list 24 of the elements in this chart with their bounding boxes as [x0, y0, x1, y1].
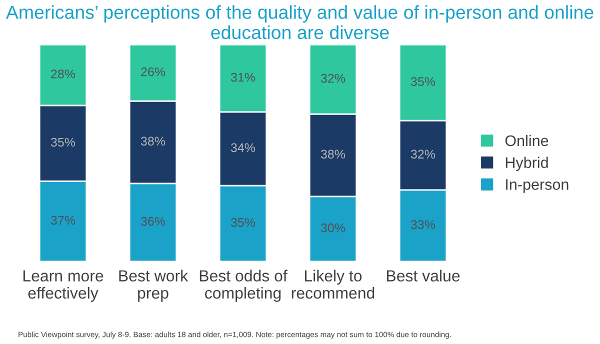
data-label: 35% — [230, 218, 256, 227]
data-label: 31% — [230, 72, 256, 82]
x-tick-label: Learn more effectively — [23, 270, 104, 302]
data-label: 38% — [140, 136, 166, 146]
x-tick-label: Best work prep — [119, 270, 188, 302]
data-label: 37% — [50, 216, 76, 225]
x-tick-label: Likely to recommend — [292, 270, 374, 299]
data-label: 30% — [320, 223, 346, 232]
data-label: 35% — [410, 77, 436, 86]
chart-title: Americans’ perceptions of the quality and value of in-person and online education are diverse — [6, 5, 594, 40]
data-label: 38% — [320, 150, 346, 159]
data-label: 32% — [320, 74, 346, 83]
data-label: 35% — [50, 138, 76, 147]
x-tick-label: Best value — [387, 270, 460, 282]
data-label: 28% — [51, 70, 76, 78]
legend-label: Online — [505, 134, 548, 146]
data-label: 26% — [141, 67, 166, 76]
data-label: 36% — [140, 216, 166, 226]
data-label: 34% — [230, 143, 256, 152]
x-tick-label: Best odds of completing — [200, 270, 288, 302]
legend-label: Hybrid — [506, 156, 548, 172]
data-label: 32% — [410, 150, 436, 159]
legend-label: In-person — [506, 179, 568, 193]
data-label: 33% — [410, 220, 436, 230]
